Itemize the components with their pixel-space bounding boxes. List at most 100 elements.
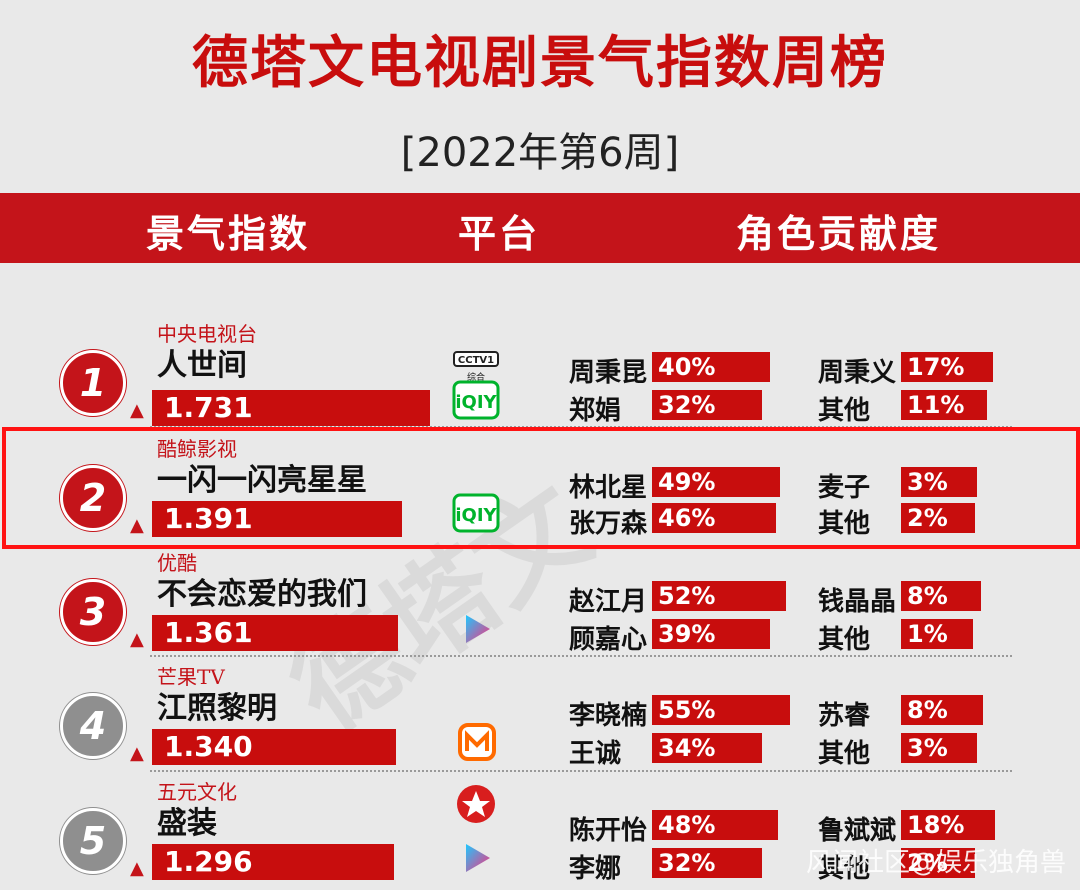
ranking-row-2: 酷鲸影视 2 一闪一闪亮星星 ▲ 1.391 iQIY 林北星 49% 张万森 … xyxy=(0,433,1080,547)
role-pct-bar xyxy=(652,733,762,763)
role-pct: 32% xyxy=(658,391,716,419)
rank-badge: 3 xyxy=(60,579,126,645)
role-name: 李晓楠 xyxy=(569,701,648,731)
rank-badge: 1 xyxy=(60,350,126,416)
role-pct-bar xyxy=(901,695,983,725)
role-name: 顾嘉心 xyxy=(569,625,648,655)
role-name: 李娜 xyxy=(569,854,622,884)
role-pct: 52% xyxy=(658,582,716,610)
role-pct-bar xyxy=(901,733,977,763)
role-pct-bar xyxy=(901,467,977,497)
role-pct: 49% xyxy=(658,468,716,496)
score-value: 1.361 xyxy=(164,616,253,649)
trend-up-icon: ▲ xyxy=(130,629,144,650)
svg-text:iQIY: iQIY xyxy=(455,392,497,413)
show-title: 人世间 xyxy=(157,348,247,383)
svg-text:iQIY: iQIY xyxy=(455,505,497,526)
role-pct: 34% xyxy=(658,734,716,762)
role-name: 周秉义 xyxy=(818,358,897,388)
week-label: [2022年第6周] xyxy=(400,130,680,176)
column-header-bar: 景气指数 平台 角色贡献度 xyxy=(0,193,1080,263)
role-pct-bar xyxy=(652,503,776,533)
header-role-contribution: 角色贡献度 xyxy=(736,212,942,256)
role-pct-bar xyxy=(652,390,762,420)
role-name: 其他 xyxy=(818,854,871,884)
rank-badge: 5 xyxy=(60,808,126,874)
role-name: 周秉昆 xyxy=(569,358,648,388)
role-pct-bar xyxy=(652,581,786,611)
chart-title: 德塔文电视剧景气指数周榜 xyxy=(192,31,888,96)
mgtv-icon xyxy=(458,723,496,761)
role-pct-bar xyxy=(901,619,973,649)
youku-icon xyxy=(466,844,490,872)
svg-text:综合: 综合 xyxy=(467,371,485,383)
score-bar xyxy=(152,844,394,880)
rank-badge: 2 xyxy=(60,465,126,531)
role-pct-bar xyxy=(901,503,975,533)
role-name: 钱晶晶 xyxy=(818,587,897,617)
role-pct-bar xyxy=(901,390,987,420)
role-pct-bar xyxy=(652,695,790,725)
iqiyi-icon: iQIY xyxy=(452,380,500,420)
role-pct-bar xyxy=(901,848,975,878)
role-name: 张万森 xyxy=(569,509,648,539)
dragon-tv-icon xyxy=(457,785,495,823)
trend-up-icon: ▲ xyxy=(130,515,144,536)
score-value: 1.296 xyxy=(164,845,253,878)
role-pct: 2% xyxy=(907,849,948,877)
role-pct: 8% xyxy=(907,696,948,724)
role-pct-bar xyxy=(652,619,770,649)
svg-text:CCTV1: CCTV1 xyxy=(458,355,494,366)
role-pct: 46% xyxy=(658,504,716,532)
show-title: 江照黎明 xyxy=(157,691,277,726)
role-pct: 18% xyxy=(907,811,965,839)
score-bar xyxy=(152,729,396,765)
role-name: 麦子 xyxy=(818,473,871,503)
role-name: 其他 xyxy=(818,739,871,769)
role-name: 陈开怡 xyxy=(569,816,648,846)
role-name: 赵江月 xyxy=(569,587,648,617)
ranking-row-4: 芒果TV 4 江照黎明 ▲ 1.340 李晓楠 55% 王诚 34% 苏睿 8%… xyxy=(0,661,1080,775)
role-pct-bar xyxy=(652,810,778,840)
role-pct: 40% xyxy=(658,353,716,381)
role-name: 王诚 xyxy=(569,739,622,769)
ranking-row-3: 优酷 3 不会恋爱的我们 ▲ 1.361 赵江月 52% 顾嘉心 39% 钱晶晶… xyxy=(0,547,1080,661)
rank-badge: 4 xyxy=(60,693,126,759)
header-platform: 平台 xyxy=(458,212,541,256)
role-name: 林北星 xyxy=(569,473,648,503)
role-pct: 8% xyxy=(907,582,948,610)
role-pct: 3% xyxy=(907,734,948,762)
row-divider xyxy=(150,770,1012,772)
producer-label: 优酷 xyxy=(157,551,197,575)
ranking-row-5: 五元文化 5 盛装 ▲ 1.296 陈开怡 48% 李娜 32% 鲁斌斌 18%… xyxy=(0,776,1080,890)
producer-label: 中央电视台 xyxy=(157,322,257,346)
role-name: 郑娟 xyxy=(569,396,622,426)
highlight-box xyxy=(2,427,1080,549)
role-name: 苏睿 xyxy=(818,701,871,731)
role-name: 其他 xyxy=(818,509,871,539)
role-pct-bar xyxy=(652,352,770,382)
show-title: 不会恋爱的我们 xyxy=(157,577,367,612)
role-pct: 2% xyxy=(907,504,948,532)
role-pct: 39% xyxy=(658,620,716,648)
producer-label: 芒果TV xyxy=(157,665,225,689)
trend-up-icon: ▲ xyxy=(130,743,144,764)
role-name: 鲁斌斌 xyxy=(818,816,897,846)
score-bar xyxy=(152,615,398,651)
role-pct-bar xyxy=(901,352,993,382)
score-value: 1.340 xyxy=(164,730,253,763)
youku-icon xyxy=(466,615,490,643)
producer-label: 酷鲸影视 xyxy=(157,437,237,461)
producer-label: 五元文化 xyxy=(157,780,237,804)
ranking-row-1: 中央电视台 1 人世间 ▲ 1.731 CCTV1 综合 iQIY 周秉昆 40… xyxy=(0,318,1080,432)
role-pct: 11% xyxy=(907,391,965,419)
role-pct: 55% xyxy=(658,696,716,724)
cctv1-icon: CCTV1 综合 xyxy=(453,351,499,383)
role-pct: 1% xyxy=(907,620,948,648)
role-pct: 3% xyxy=(907,468,948,496)
source-watermark: 风闻社区@娱乐独角兽 xyxy=(805,848,1066,878)
role-pct: 48% xyxy=(658,811,716,839)
role-pct-bar xyxy=(901,581,981,611)
trend-up-icon: ▲ xyxy=(130,400,144,421)
score-bar xyxy=(152,501,402,537)
